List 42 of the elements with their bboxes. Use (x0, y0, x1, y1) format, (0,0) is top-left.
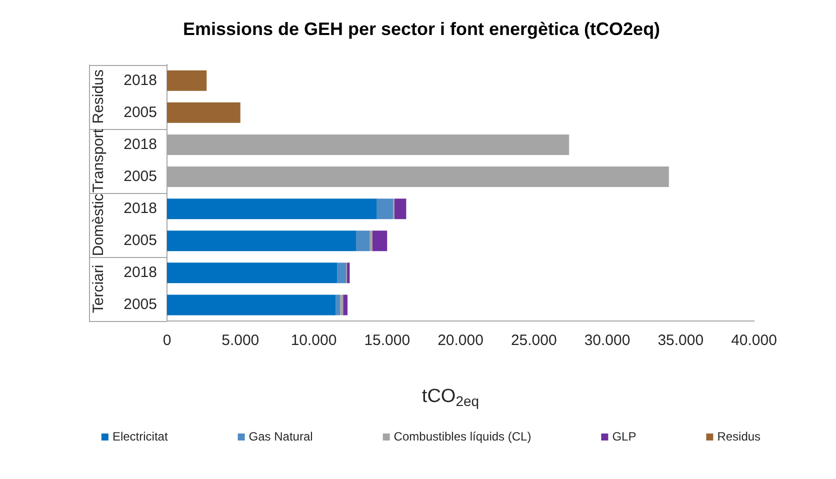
bar (376, 198, 393, 220)
y-tick-label: 2005 (124, 232, 157, 250)
chart-title: Emissions de GEH per sector i font energètica (tCO2eq) (182, 18, 660, 39)
x-tick-label: 10.000 (290, 332, 337, 350)
y-tick-label: 2005 (124, 168, 157, 185)
x-tick-label: 15.000 (364, 332, 410, 350)
x-tick-label: 0 (162, 332, 172, 350)
y-tick-label: 2018 (124, 136, 157, 153)
bar (394, 198, 406, 220)
bar (167, 70, 207, 91)
legend-label: Gas Natural (248, 429, 313, 444)
x-tick-label: 5.000 (222, 332, 260, 350)
bar (343, 294, 348, 316)
y-tick-label: 2018 (124, 200, 157, 217)
bar (167, 262, 338, 284)
bar (167, 102, 240, 123)
bar (340, 294, 344, 316)
x-tick-label: 30.000 (584, 332, 630, 350)
x-tick-label: 35.000 (658, 332, 704, 350)
legend-label: Combustibles líquids (CL) (394, 429, 532, 444)
y-tick-label: 2005 (124, 104, 157, 121)
text: Terciari (90, 264, 108, 314)
legend-label: Electricitat (112, 429, 168, 444)
y-tick-label: 2005 (124, 296, 157, 314)
bar (167, 230, 356, 252)
legend-label: GLP (612, 429, 636, 444)
x-tick-label: 25.000 (510, 332, 557, 350)
bar (336, 294, 340, 316)
y-tick-label: 2018 (124, 264, 157, 282)
bar (337, 262, 346, 284)
y-tick-label: 2018 (124, 72, 157, 89)
bar (370, 230, 372, 252)
bar (372, 230, 388, 252)
text: Domèstic (90, 193, 108, 256)
bar (356, 230, 370, 252)
bar (167, 294, 336, 316)
legend-label: Residus (717, 429, 761, 444)
text: Transport (90, 128, 108, 193)
x-tick-label: 20.000 (438, 332, 484, 350)
bar (167, 198, 377, 220)
text: Residus (90, 70, 108, 124)
x-tick-label: 40.000 (731, 332, 777, 350)
